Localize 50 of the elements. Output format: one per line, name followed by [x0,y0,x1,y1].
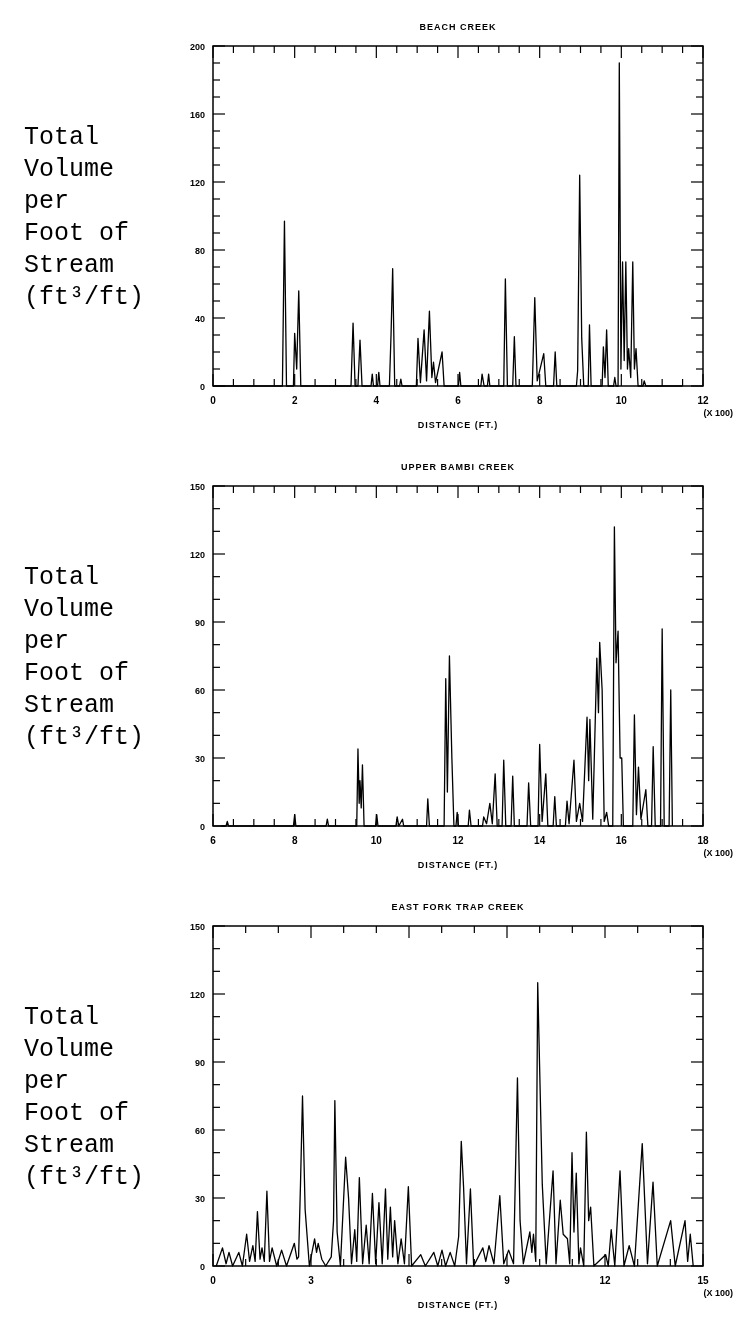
x-tick-label: 14 [534,835,546,846]
x-tick-label: 8 [536,395,543,406]
y-tick-label: 0 [199,382,205,392]
x-tick-label: 12 [697,395,709,406]
y-tick-label: 80 [194,246,205,256]
y-tick-label: 0 [199,1262,205,1272]
y-tick-label: 60 [194,686,205,696]
text: (X 100) [703,848,733,858]
chart-title: UPPER BAMBI CREEK [400,462,516,472]
y-tick-label: 120 [189,990,205,1000]
y-axis-title: Total Volume per Foot of Stream (ft³/ft) [24,123,145,312]
y-tick-label: 60 [194,1126,205,1136]
text: (X 100) [703,408,733,418]
y-tick-label: 90 [194,618,205,628]
x-tick-label: 6 [455,395,462,406]
y-axis-title: Total Volume per Foot of Stream (ft³/ft) [24,563,145,752]
x-tick-label: 18 [697,835,709,846]
x-axis-title: DISTANCE (FT.) [417,1300,499,1310]
y-tick-label: 90 [194,1058,205,1068]
x-tick-label: 9 [504,1275,511,1286]
x-tick-label: 10 [370,835,383,846]
x-axis-title: DISTANCE (FT.) [417,860,499,870]
x-tick-label: 2 [291,395,298,406]
x-tick-label: 8 [291,835,298,846]
x-tick-label: 3 [308,1275,315,1286]
x-tick-label: 12 [452,835,464,846]
y-tick-label: 120 [189,178,205,188]
x-tick-label: 4 [373,395,380,406]
x-tick-label: 6 [210,835,217,846]
chart-title: BEACH CREEK [419,22,497,32]
x-tick-label: 15 [697,1275,709,1286]
y-tick-label: 30 [194,754,205,764]
x-tick-label: 10 [615,395,628,406]
y-tick-label: 0 [199,822,205,832]
y-tick-label: 40 [194,314,205,324]
x-axis-title: DISTANCE (FT.) [417,420,499,430]
x-tick-label: 0 [210,1275,217,1286]
chart-title: EAST FORK TRAP CREEK [391,902,525,912]
y-tick-label: 30 [194,1194,205,1204]
x-tick-label: 16 [615,835,628,846]
y-tick-label: 150 [189,922,205,932]
x-tick-label: 0 [210,395,217,406]
x-tick-label: 12 [599,1275,611,1286]
x-tick-label: 6 [406,1275,413,1286]
y-axis-title: Total Volume per Foot of Stream (ft³/ft) [24,1003,145,1192]
y-tick-label: 120 [189,550,205,560]
y-tick-label: 200 [189,42,205,52]
text: (X 100) [703,1288,733,1298]
y-tick-label: 160 [189,110,205,120]
y-tick-label: 150 [189,482,205,492]
